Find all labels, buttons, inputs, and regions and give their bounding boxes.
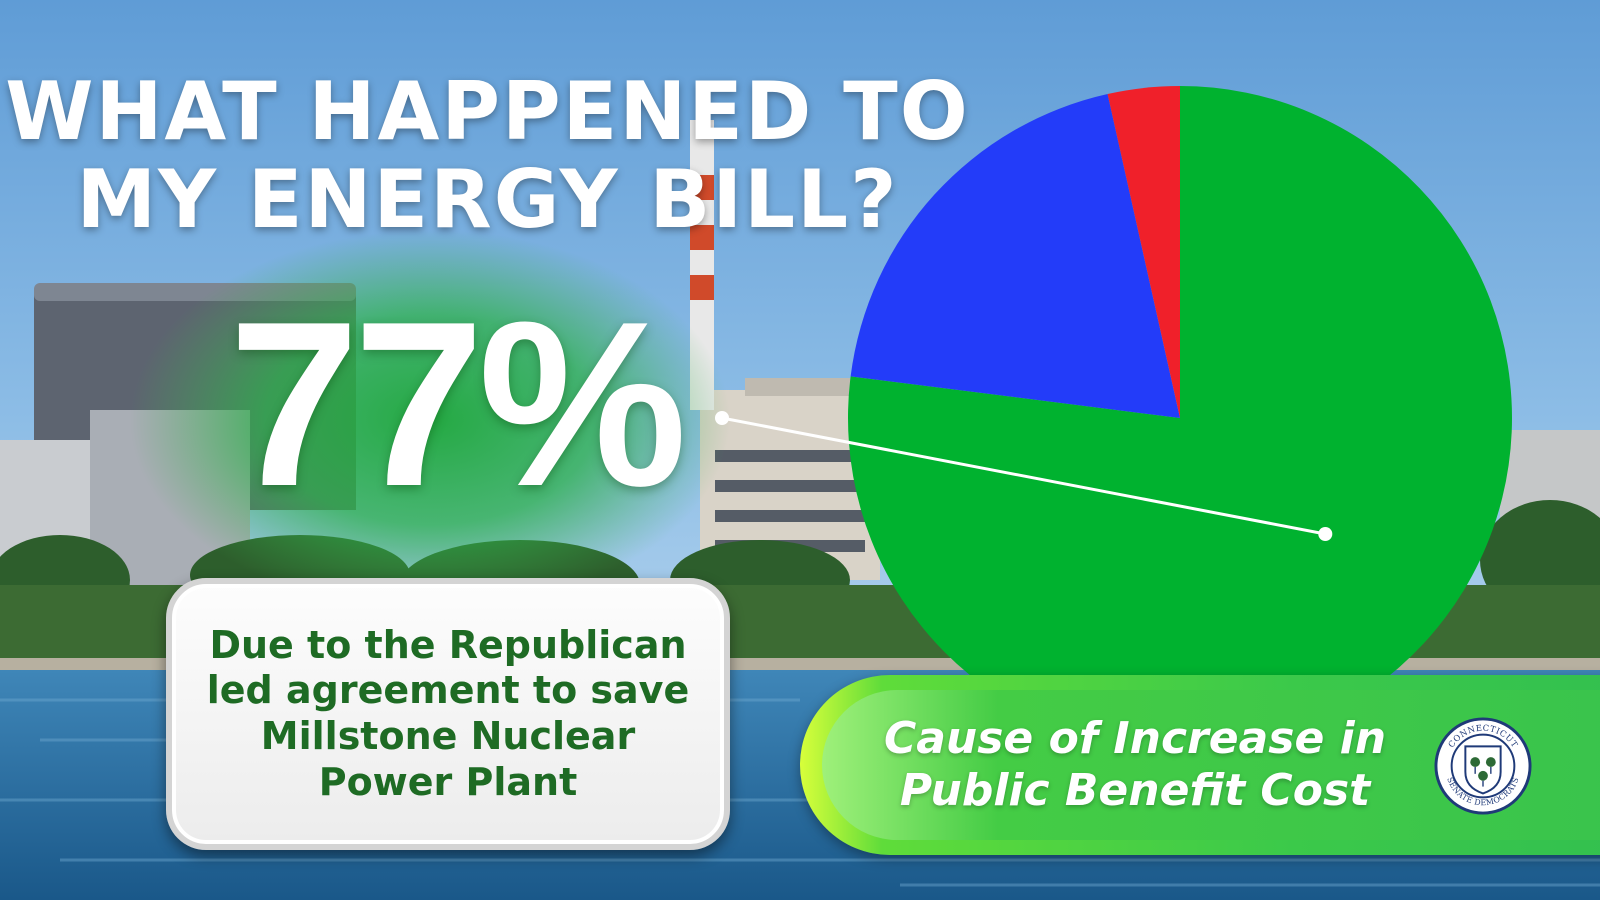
- callout-dot-start: [715, 411, 729, 425]
- note-box: Due to the Republican led agreement to s…: [166, 578, 730, 850]
- pie-chart: [715, 86, 1513, 750]
- pie-slice-3: [1107, 86, 1180, 418]
- headline-line-2: MY ENERGY BILL?: [76, 153, 899, 246]
- big-percentage-stat: 77%: [228, 272, 687, 535]
- pie-slice-2: [850, 93, 1180, 418]
- senate-democrats-seal: CONNECTICUT SENATE DEMOCRATS: [1434, 717, 1532, 815]
- caption-text: Cause of Increase in Public Benefit Cost: [883, 713, 1387, 816]
- callout-line: [721, 416, 1326, 536]
- callout-dot-end: [1318, 526, 1333, 541]
- note-text: Due to the Republican led agreement to s…: [206, 622, 690, 804]
- headline-line-1: WHAT HAPPENED TO: [5, 65, 970, 158]
